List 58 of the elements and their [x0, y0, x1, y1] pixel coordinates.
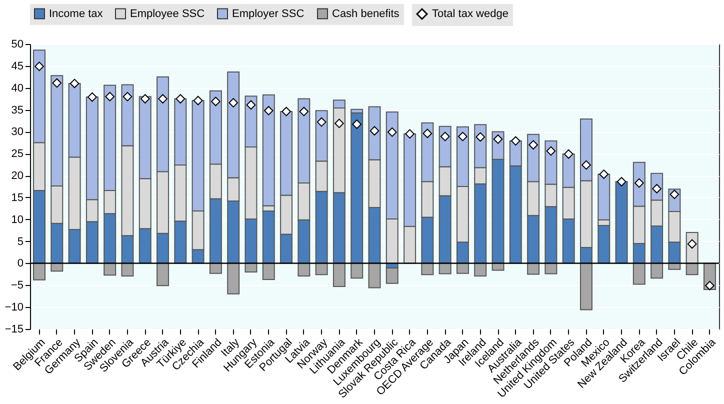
point: [616, 176, 626, 186]
y-tick-label: 25: [11, 148, 24, 160]
y-tick-label: 45: [11, 60, 24, 72]
point: [34, 62, 44, 72]
point: [405, 129, 414, 139]
legend-label: Total tax wedge: [432, 8, 508, 20]
point: [387, 127, 397, 137]
point: [705, 280, 714, 290]
point: [582, 160, 591, 170]
point: [634, 178, 644, 188]
point: [458, 132, 468, 142]
y-tick-label: −5: [10, 280, 24, 292]
point: [510, 136, 520, 146]
point: [228, 98, 238, 108]
legend-label: Income tax: [49, 8, 104, 20]
y-tick-label: 30: [11, 126, 24, 138]
point: [52, 78, 62, 88]
point: [193, 96, 203, 106]
y-tick-label: 5: [17, 236, 24, 248]
point: [122, 92, 132, 102]
point: [70, 78, 80, 88]
y-tick-label: 0: [17, 258, 24, 270]
point: [352, 120, 362, 129]
point: [422, 128, 432, 138]
y-tick-label: −15: [4, 324, 24, 336]
y-tick-label: 35: [11, 104, 24, 116]
y-tick-label: 10: [11, 214, 24, 226]
point: [528, 140, 538, 150]
point: [670, 190, 680, 200]
point: [246, 100, 256, 110]
legend-label: Employee SSC: [130, 8, 205, 20]
point: [370, 126, 380, 136]
point: [282, 106, 291, 116]
bar: [386, 268, 398, 284]
bar: [615, 181, 628, 264]
point: [476, 132, 486, 142]
point: [440, 132, 450, 142]
legend-label: Cash benefits: [332, 8, 400, 20]
point: [88, 92, 97, 102]
y-tick-label: 15: [11, 192, 24, 204]
point: [264, 106, 274, 116]
point: [599, 170, 609, 179]
point: [211, 96, 220, 106]
point: [493, 134, 503, 144]
point: [546, 146, 556, 156]
y-tick-label: 50: [11, 38, 24, 50]
legend-label: Employer SSC: [232, 8, 304, 20]
point: [299, 106, 309, 116]
point: [105, 92, 115, 102]
point: [158, 94, 168, 104]
y-tick-label: 20: [11, 170, 24, 182]
point: [334, 118, 344, 128]
y-tick-label: 40: [11, 82, 24, 94]
y-tick-label: −10: [4, 302, 24, 314]
point: [140, 94, 150, 104]
point: [564, 149, 574, 159]
point: [316, 117, 326, 127]
point: [176, 94, 186, 104]
